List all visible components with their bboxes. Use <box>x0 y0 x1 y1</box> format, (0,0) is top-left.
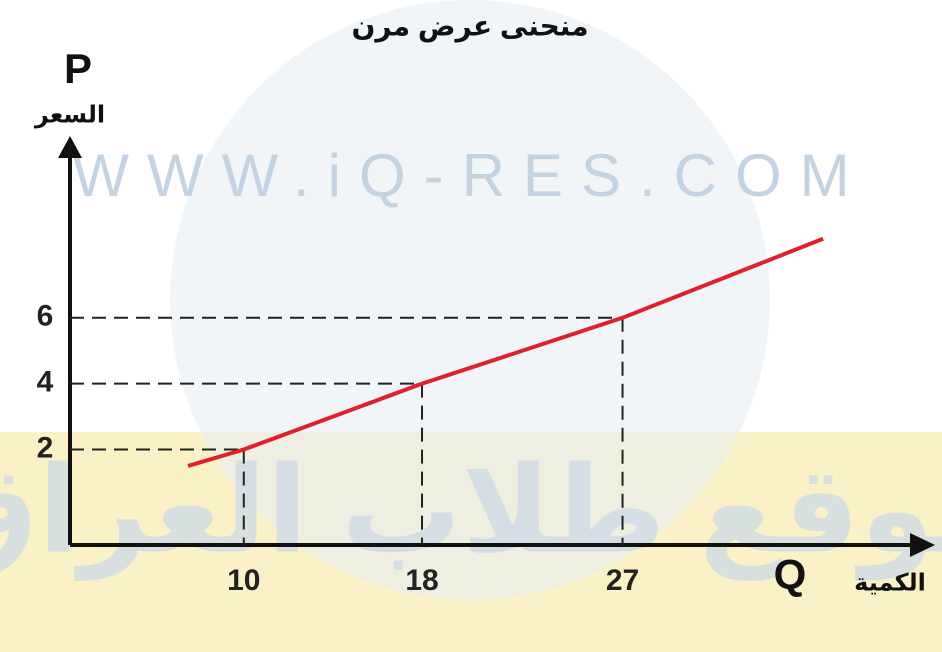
x-tick-label: 27 <box>606 564 639 597</box>
y-tick-label: 6 <box>37 300 54 333</box>
y-tick-label: 2 <box>37 431 54 464</box>
watermark-url: WWW.iQ-RES.COM <box>72 142 867 209</box>
chart: WWW.iQ-RES.COM موقع طلاب العراق منحنى عر… <box>0 0 942 652</box>
chart-title: منحنى عرض مرن <box>351 10 588 42</box>
x-label: الكمية <box>854 569 926 596</box>
x-tick-label: 18 <box>405 564 438 597</box>
y-tick-label: 4 <box>37 366 54 399</box>
x-symbol: Q <box>774 551 807 598</box>
y-symbol: P <box>64 45 92 92</box>
y-label: السعر <box>34 101 105 128</box>
x-tick-label: 10 <box>227 564 260 597</box>
